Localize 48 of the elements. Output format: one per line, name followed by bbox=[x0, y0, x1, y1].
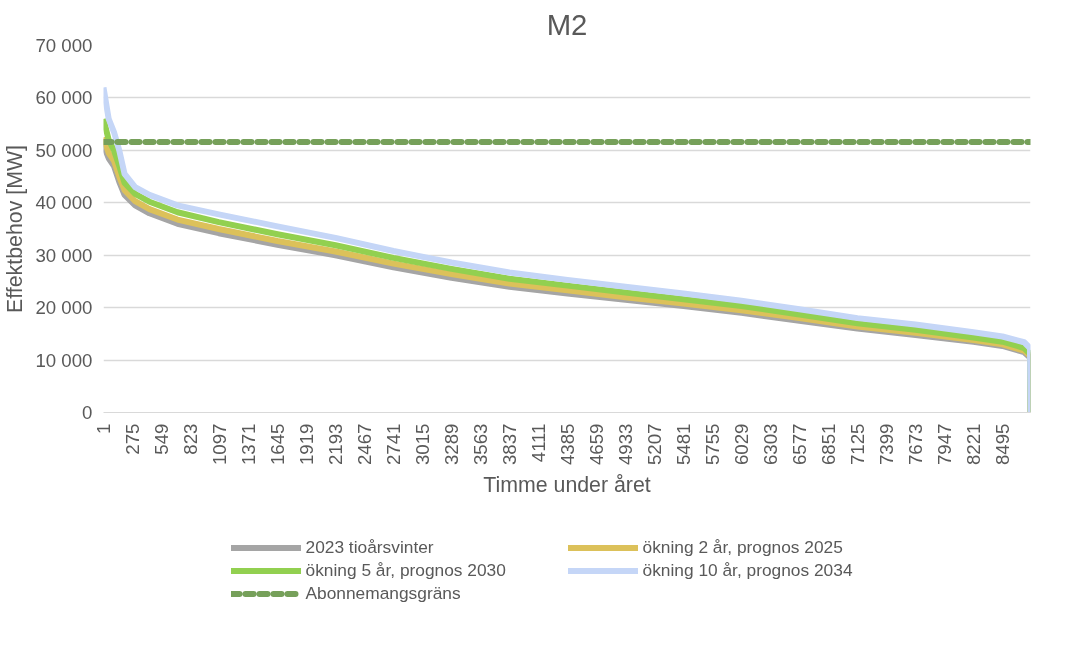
x-tick-label: 5207 bbox=[643, 423, 665, 465]
x-tick-label: 8221 bbox=[962, 423, 984, 465]
x-tick-label: 4111 bbox=[527, 423, 549, 463]
x-tick-label: 4385 bbox=[556, 423, 578, 465]
x-tick-label: 275 bbox=[122, 423, 143, 455]
x-tick-label: 823 bbox=[180, 423, 201, 455]
y-tick-label: 0 bbox=[82, 402, 93, 423]
x-tick-label: 8495 bbox=[991, 423, 1013, 465]
y-tick-label: 50 000 bbox=[35, 139, 93, 161]
x-tick-label: 7947 bbox=[933, 423, 955, 465]
x-tick-label: 3015 bbox=[411, 423, 433, 465]
x-axis-title: Timme under året bbox=[483, 473, 651, 497]
legend-label: ökning 5 år, prognos 2030 bbox=[305, 559, 507, 581]
x-tick-label: 1097 bbox=[208, 423, 230, 465]
legend-label: ökning 2 år, prognos 2025 bbox=[642, 536, 844, 558]
x-tick-label: 5755 bbox=[701, 423, 723, 465]
y-tick-label: 60 000 bbox=[35, 87, 93, 109]
y-tick-label: 10 000 bbox=[35, 349, 93, 371]
x-tick-label: 2193 bbox=[324, 423, 346, 465]
x-tick-label: 7673 bbox=[904, 423, 926, 465]
y-tick-label: 20 000 bbox=[35, 297, 93, 319]
x-tick-label: 1371 bbox=[237, 423, 259, 465]
y-tick-label: 70 000 bbox=[35, 35, 93, 56]
x-tick-label: 4659 bbox=[585, 423, 607, 465]
x-tick-label: 5481 bbox=[672, 423, 694, 465]
legend-label: 2023 tioårsvinter bbox=[305, 536, 435, 558]
y-axis-title: Effektbehov [MW] bbox=[3, 145, 28, 313]
x-tick-label: 3837 bbox=[498, 423, 520, 465]
x-tick-label: 7399 bbox=[875, 423, 897, 465]
x-tick-label: 6577 bbox=[788, 423, 810, 465]
x-tick-label: 549 bbox=[151, 423, 172, 455]
legend-label: Abonnemangsgräns bbox=[305, 582, 462, 604]
x-tick-label: 6029 bbox=[730, 423, 752, 465]
chart-title: M2 bbox=[546, 7, 588, 41]
x-tick-label: 1645 bbox=[266, 423, 288, 465]
x-tick-label: 2467 bbox=[353, 423, 375, 465]
x-tick-label: 6851 bbox=[817, 423, 839, 465]
x-tick-label: 1919 bbox=[295, 423, 317, 465]
x-tick-label: 3563 bbox=[469, 423, 491, 465]
x-tick-label: 6303 bbox=[759, 423, 781, 465]
x-tick-label: 7125 bbox=[846, 423, 868, 465]
x-tick-label: 4933 bbox=[614, 423, 636, 465]
y-tick-label: 40 000 bbox=[35, 192, 93, 214]
x-tick-label: 2741 bbox=[382, 423, 404, 465]
legend-label: ökning 10 år, prognos 2034 bbox=[642, 559, 854, 581]
y-tick-label: 30 000 bbox=[35, 244, 93, 266]
x-tick-label: 1 bbox=[93, 423, 114, 434]
x-tick-label: 3289 bbox=[440, 423, 462, 465]
